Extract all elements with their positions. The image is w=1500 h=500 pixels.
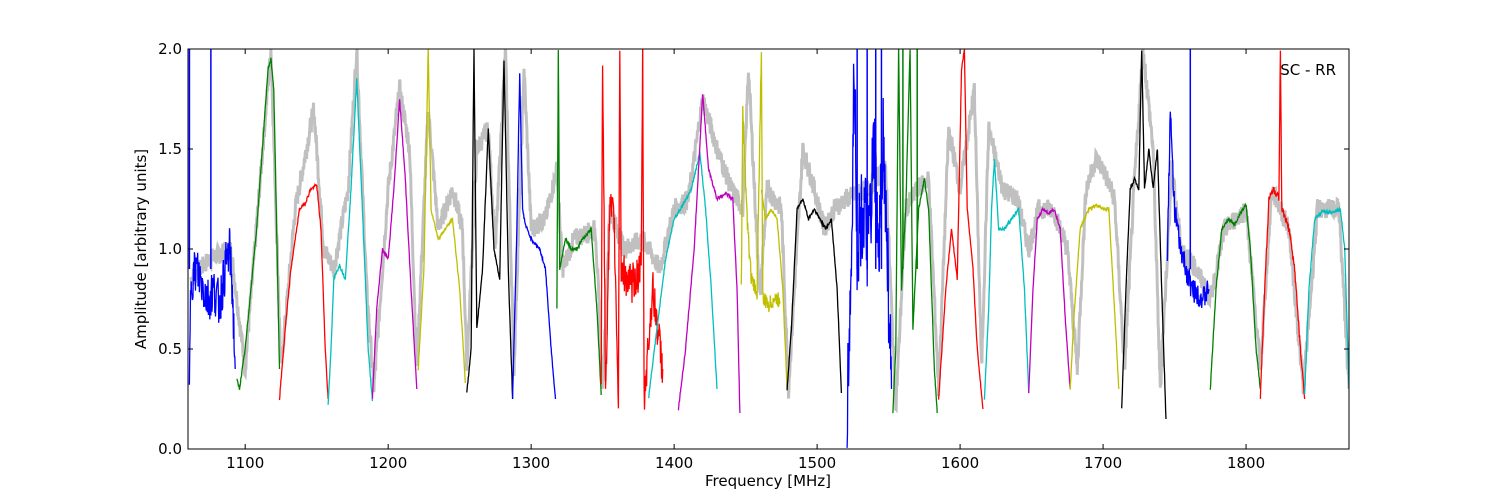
background-trace	[189, 49, 1349, 414]
x-tick-label: 1800	[1227, 454, 1265, 472]
series-line-13	[740, 52, 781, 313]
series-line-21	[1069, 203, 1120, 390]
series-line-1	[188, 228, 236, 385]
series-layer	[188, 49, 1349, 448]
x-tick-label: 1700	[1084, 454, 1122, 472]
x-axis-label: Frequency [MHz]	[705, 472, 831, 490]
x-tick-label: 1300	[512, 454, 550, 472]
series-line-3	[278, 183, 329, 401]
x-tick-label: 1200	[369, 454, 407, 472]
y-tick-label: 1.5	[158, 140, 182, 158]
x-tick-label: 1500	[798, 454, 836, 472]
series-line-26	[1304, 205, 1349, 395]
y-tick-label: 0.0	[158, 440, 182, 458]
series-line-22	[1121, 50, 1167, 420]
series-line-10	[600, 49, 664, 410]
plot-frame	[187, 48, 1350, 450]
y-tick-label: 0.5	[158, 340, 182, 358]
series-line-15	[786, 198, 843, 394]
series-line-18	[937, 49, 984, 410]
series-line-23	[1166, 111, 1210, 308]
series-line-19	[983, 159, 1030, 400]
series-line-24	[1209, 202, 1262, 390]
y-tick-label: 1.0	[158, 240, 182, 258]
series-line-4	[327, 78, 374, 405]
x-tick-label: 1100	[226, 454, 264, 472]
series-line-16	[846, 63, 893, 448]
series-line-2	[236, 57, 281, 390]
y-axis-ticks: 0.0 0.5 1.0 1.5 2.0	[158, 40, 1349, 458]
series-line-7	[466, 49, 514, 400]
y-tick-label: 2.0	[158, 40, 182, 58]
series-line-6	[417, 49, 467, 384]
series-line-14	[760, 189, 788, 390]
series-line-12	[677, 94, 741, 414]
x-axis-ticks: 1100 1200 1300 1400 1500 1600 1700 1800	[226, 49, 1265, 472]
y-axis-label: Amplitude [arbitrary units]	[132, 149, 150, 349]
series-line-17	[892, 49, 938, 414]
series-line-5	[371, 99, 418, 399]
series-line-8	[511, 73, 557, 400]
series-line-20	[1028, 206, 1071, 394]
x-tick-label: 1600	[941, 454, 979, 472]
series-line-11	[647, 151, 718, 399]
background-trace-layer	[189, 49, 1349, 414]
x-tick-label: 1400	[655, 454, 693, 472]
series-line-25	[1259, 50, 1306, 400]
chart-annotation: SC - RR	[1280, 61, 1336, 79]
series-line-9	[556, 49, 602, 396]
